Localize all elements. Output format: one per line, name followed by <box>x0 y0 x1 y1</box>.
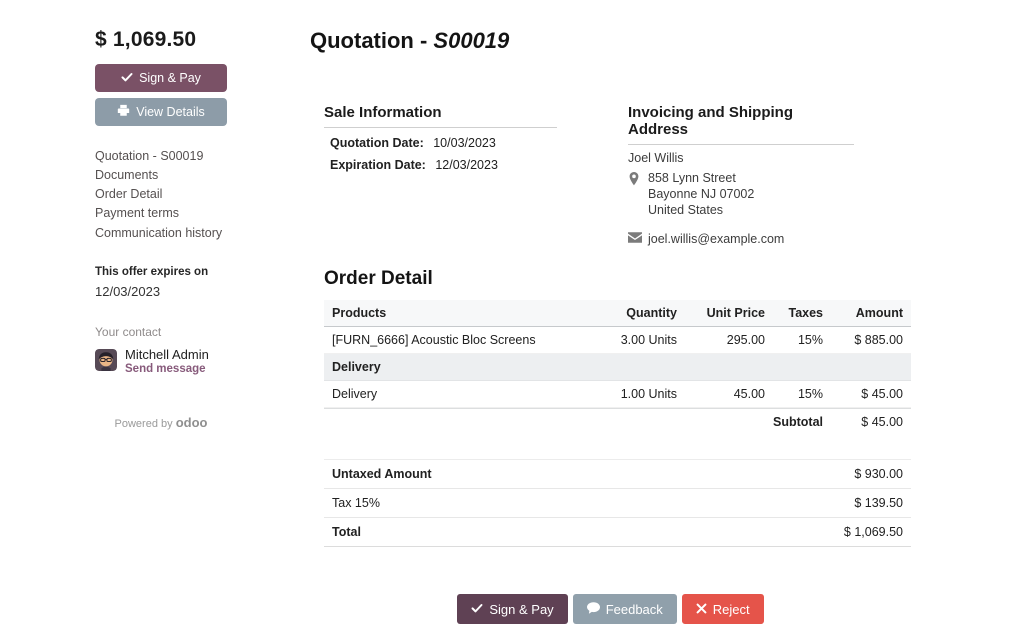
check-icon <box>471 602 483 617</box>
page-title-prefix: Quotation - <box>310 28 434 53</box>
powered-by: Powered by odoo <box>95 415 227 430</box>
sidebar-nav: Quotation - S00019 Documents Order Detai… <box>95 149 235 240</box>
contact-avatar <box>95 348 117 371</box>
total-label: Total <box>332 525 361 539</box>
product-quantity: 3.00 Units <box>620 333 677 347</box>
sidebar-item-communication-history[interactable]: Communication history <box>95 225 223 240</box>
quotation-date-value: 10/03/2023 <box>433 136 496 150</box>
address-street: 858 Lynn Street <box>648 171 736 185</box>
your-contact-label: Your contact <box>95 324 162 339</box>
footer-actions: Sign & Pay Feedback Reject <box>310 594 911 624</box>
sale-information-section: Sale Information Quotation Date: 10/03/2… <box>324 104 557 180</box>
sidebar-item-documents[interactable]: Documents <box>95 168 159 183</box>
expiration-date-label: Expiration Date: <box>330 158 426 172</box>
check-icon <box>121 71 133 86</box>
info-row: Sale Information Quotation Date: 10/03/2… <box>310 104 911 246</box>
page-title-reference: S00019 <box>433 28 510 53</box>
sign-pay-button-footer[interactable]: Sign & Pay <box>457 594 568 624</box>
product-unit-price: 295.00 <box>726 333 765 347</box>
tax-row: Tax 15% $ 139.50 <box>324 489 911 518</box>
expiration-date-row: Expiration Date: 12/03/2023 <box>330 158 557 172</box>
view-details-button[interactable]: View Details <box>95 98 227 126</box>
sale-information-heading: Sale Information <box>324 104 557 128</box>
feedback-label: Feedback <box>605 601 663 617</box>
subtotal-label: Subtotal <box>773 415 823 429</box>
quotation-document: Quotation - S00019 Sale Information Quot… <box>310 28 911 624</box>
contact-card: Mitchell Admin Send message <box>95 347 235 375</box>
invoicing-shipping-section: Invoicing and Shipping Address Joel Will… <box>628 104 868 246</box>
x-icon <box>696 602 707 617</box>
untaxed-amount-value: $ 930.00 <box>854 467 903 481</box>
product-taxes: 15% <box>797 333 823 347</box>
offer-expiry-date: 12/03/2023 <box>95 283 161 299</box>
order-detail-section: Order Detail Products Quantity Unit Pric… <box>324 268 911 435</box>
reject-label: Reject <box>712 601 750 617</box>
sign-pay-button[interactable]: Sign & Pay <box>95 64 227 92</box>
sign-pay-footer-label: Sign & Pay <box>489 601 554 617</box>
table-header-row: Products Quantity Unit Price Taxes Amoun… <box>324 300 911 327</box>
contact-name: Mitchell Admin <box>125 346 209 362</box>
product-taxes: 15% <box>797 387 823 401</box>
order-lines-table: Products Quantity Unit Price Taxes Amoun… <box>324 300 911 435</box>
powered-by-label: Powered by <box>114 417 173 430</box>
view-details-label: View Details <box>136 105 205 119</box>
tax-label: Tax 15% <box>332 496 380 510</box>
section-name: Delivery <box>332 360 381 374</box>
order-detail-heading: Order Detail <box>324 268 433 289</box>
total-value: $ 1,069.50 <box>843 525 903 539</box>
col-header-amount: Amount <box>855 306 903 320</box>
subtotal-value: $ 45.00 <box>861 415 903 429</box>
page-title: Quotation - S00019 <box>310 28 911 54</box>
map-pin-icon <box>628 172 642 219</box>
totals-section: Untaxed Amount $ 930.00 Tax 15% $ 139.50… <box>324 459 911 547</box>
invoicing-shipping-heading: Invoicing and Shipping Address <box>628 104 854 145</box>
reject-button[interactable]: Reject <box>681 594 764 624</box>
sidebar-item-payment-terms[interactable]: Payment terms <box>95 206 180 221</box>
untaxed-amount-row: Untaxed Amount $ 930.00 <box>324 460 911 489</box>
product-amount: $ 885.00 <box>854 333 903 347</box>
tax-value: $ 139.50 <box>854 496 903 510</box>
quotation-sidebar: $ 1,069.50 Sign & Pay View Details Quota… <box>95 28 235 430</box>
email-row: joel.willis@example.com <box>628 231 868 246</box>
expiration-date-value: 12/03/2023 <box>435 158 498 172</box>
envelope-icon <box>628 232 642 246</box>
table-row: [FURN_6666] Acoustic Bloc Screens 3.00 U… <box>324 327 911 354</box>
product-name: [FURN_6666] Acoustic Bloc Screens <box>332 333 536 347</box>
send-message-link[interactable]: Send message <box>125 362 206 375</box>
sidebar-item-quotation[interactable]: Quotation - S00019 <box>95 149 204 163</box>
postal-address: 858 Lynn Street Bayonne NJ 07002 United … <box>628 171 868 219</box>
address-country: United States <box>648 203 724 217</box>
quotation-date-label: Quotation Date: <box>330 136 424 150</box>
printer-icon <box>117 104 130 120</box>
odoo-logo[interactable]: odoo <box>175 414 208 430</box>
col-header-taxes: Taxes <box>788 306 823 320</box>
sidebar-item-order-detail[interactable]: Order Detail <box>95 187 163 202</box>
amount-due: $ 1,069.50 <box>95 28 197 51</box>
customer-email-link[interactable]: joel.willis@example.com <box>648 231 785 246</box>
sign-pay-label: Sign & Pay <box>139 71 201 85</box>
feedback-button[interactable]: Feedback <box>572 594 677 624</box>
table-row: Delivery 1.00 Units 45.00 15% $ 45.00 <box>324 381 911 408</box>
product-amount: $ 45.00 <box>861 387 903 401</box>
address-city: Bayonne NJ 07002 <box>648 187 755 201</box>
col-header-products: Products <box>332 306 387 320</box>
subtotal-row: Subtotal $ 45.00 <box>324 408 911 435</box>
offer-expiry: This offer expires on 12/03/2023 <box>95 266 235 299</box>
product-name: Delivery <box>332 387 378 401</box>
customer-name: Joel Willis <box>628 151 684 165</box>
total-row: Total $ 1,069.50 <box>324 518 911 547</box>
table-section-row: Delivery <box>324 354 911 381</box>
product-unit-price: 45.00 <box>733 387 765 401</box>
col-header-unit-price: Unit Price <box>706 306 765 320</box>
offer-expiry-label: This offer expires on <box>95 265 209 278</box>
product-quantity: 1.00 Units <box>620 387 677 401</box>
untaxed-amount-label: Untaxed Amount <box>332 467 432 481</box>
col-header-quantity: Quantity <box>626 306 677 320</box>
chat-bubble-icon <box>586 601 600 617</box>
quotation-date-row: Quotation Date: 10/03/2023 <box>330 136 557 150</box>
